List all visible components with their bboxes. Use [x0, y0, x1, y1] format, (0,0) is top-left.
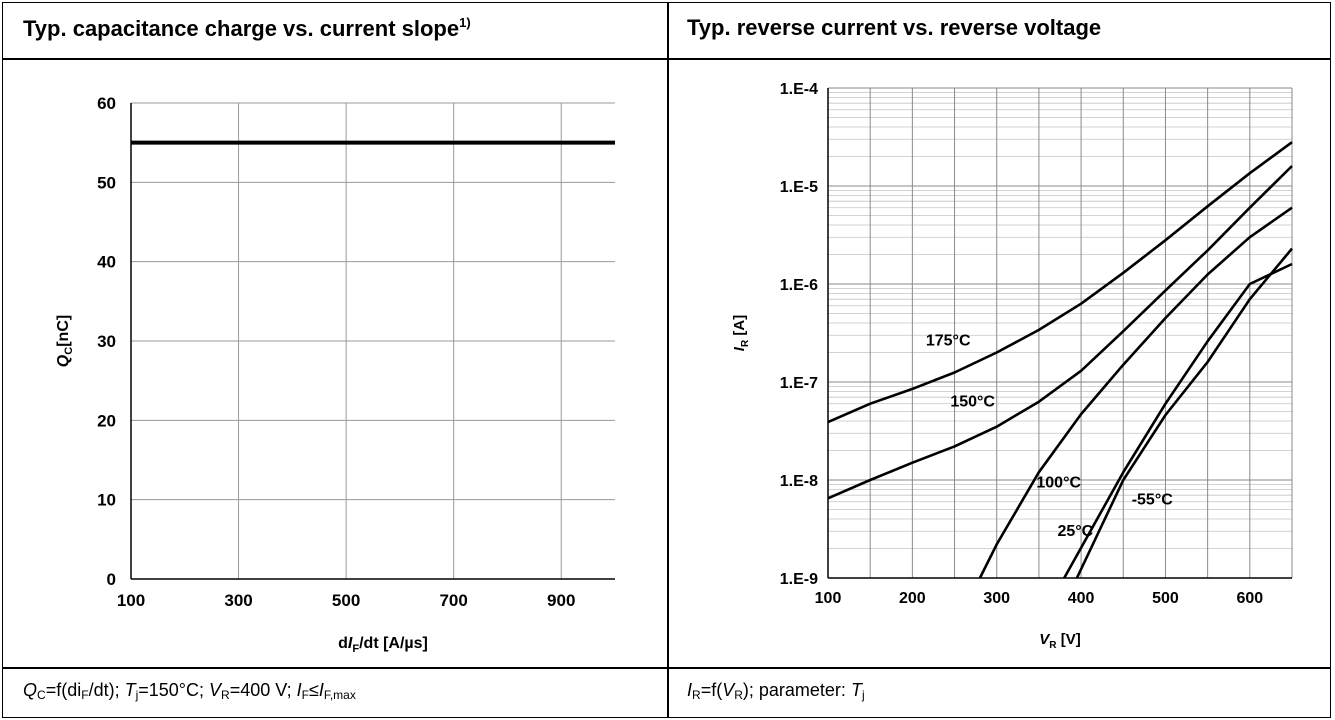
x-axis-label: VR [V]	[1039, 631, 1080, 651]
series-line	[978, 206, 1293, 579]
y-tick-label: 0	[107, 570, 116, 589]
x-tick-label: 500	[1152, 590, 1179, 607]
y-tick-label: 1.E-9	[780, 571, 818, 588]
x-tick-label: 700	[439, 591, 467, 610]
x-tick-label: 100	[815, 590, 842, 607]
series-annotation: -55°C	[1132, 491, 1174, 508]
y-tick-label: 1.E-5	[780, 179, 818, 196]
y-tick-label: 10	[97, 491, 116, 510]
left-panel-title: Typ. capacitance charge vs. current slop…	[23, 15, 471, 41]
y-tick-label: 1.E-4	[780, 81, 818, 98]
title-row-divider	[3, 58, 1330, 60]
y-tick-label: 1.E-6	[780, 277, 818, 294]
right-panel-caption: IR=f(VR); parameter: Tj	[687, 680, 865, 702]
series-annotation: 100°C	[1036, 475, 1081, 492]
y-tick-label: 50	[97, 173, 116, 192]
x-tick-label: 900	[547, 591, 575, 610]
series-line	[827, 141, 1293, 424]
reverse-current-chart: 100 200 300 400 500 600 1.E-9 1.E-8 1.E-7 1.E-6 1.…	[731, 81, 1293, 651]
x-tick-label: 400	[1068, 590, 1095, 607]
y-axis-label: IR [A]	[731, 315, 751, 351]
x-axis-label: dIF/dt [A/µs]	[338, 635, 428, 655]
series-annotation: 25°C	[1057, 523, 1093, 540]
caption-row-divider	[3, 667, 1330, 669]
left-chart-plot: 100 300 500 700 900 0 10 20 30 40 50 60 dIF/dt [A/µs…	[55, 94, 615, 655]
series-line	[1075, 247, 1293, 579]
x-tick-label: 200	[899, 590, 926, 607]
column-divider	[667, 3, 669, 717]
y-tick-label: 30	[97, 332, 116, 351]
y-tick-label: 60	[97, 94, 116, 113]
y-axis-label: QC[nC]	[55, 315, 75, 367]
series-line	[827, 165, 1293, 500]
y-tick-label: 1.E-7	[780, 375, 818, 392]
x-tick-label: 300	[224, 591, 252, 610]
series-line	[1063, 262, 1293, 579]
right-panel-title: Typ. reverse current vs. reverse voltage	[687, 15, 1102, 40]
x-tick-label: 600	[1236, 590, 1263, 607]
series-annotation: 175°C	[926, 333, 971, 350]
left-panel-caption: QC=f(diF/dt); Tj=150°C; VR=400 V; IF≤IF,…	[23, 680, 356, 702]
y-tick-label: 40	[97, 253, 116, 272]
y-tick-label: 1.E-8	[780, 473, 818, 490]
x-tick-label: 300	[983, 590, 1010, 607]
x-tick-label: 500	[332, 591, 360, 610]
y-tick-label: 20	[97, 411, 116, 430]
series-annotation: 150°C	[950, 393, 995, 410]
x-tick-label: 100	[117, 591, 145, 610]
